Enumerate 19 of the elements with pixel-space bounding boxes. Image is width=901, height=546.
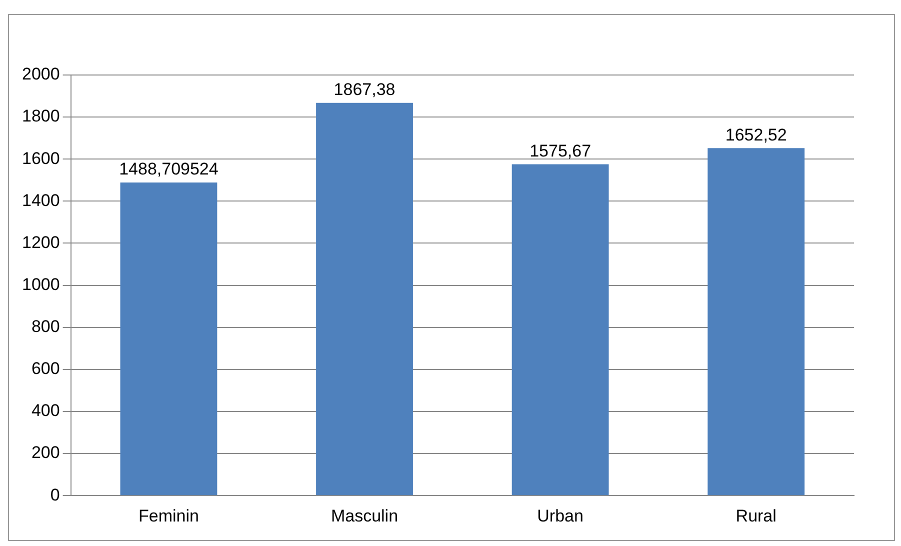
y-tick-label: 1400 (22, 190, 60, 210)
y-tick-label: 1800 (22, 106, 60, 126)
x-tick-label: Masculin (330, 506, 398, 526)
data-label: 1652,52 (725, 125, 787, 144)
data-label: 1575,67 (530, 141, 592, 160)
y-tick-label: 400 (31, 401, 60, 420)
y-tick-label: 1000 (22, 274, 60, 294)
y-tick-label: 1200 (22, 232, 60, 252)
y-tick-label: 800 (31, 317, 60, 336)
x-tick-label: Feminin (138, 506, 199, 526)
y-tick-label: 1600 (22, 148, 60, 168)
y-tick-label: 0 (50, 485, 60, 504)
y-tick-label: 200 (31, 443, 60, 462)
data-label: 1867,38 (334, 80, 396, 100)
x-tick-label: Urban (537, 506, 584, 526)
x-tick-label: Rural (736, 506, 776, 526)
y-tick-label: 2000 (22, 64, 60, 84)
y-tick-label: 600 (31, 359, 60, 378)
data-label: 1488,709524 (119, 160, 218, 179)
